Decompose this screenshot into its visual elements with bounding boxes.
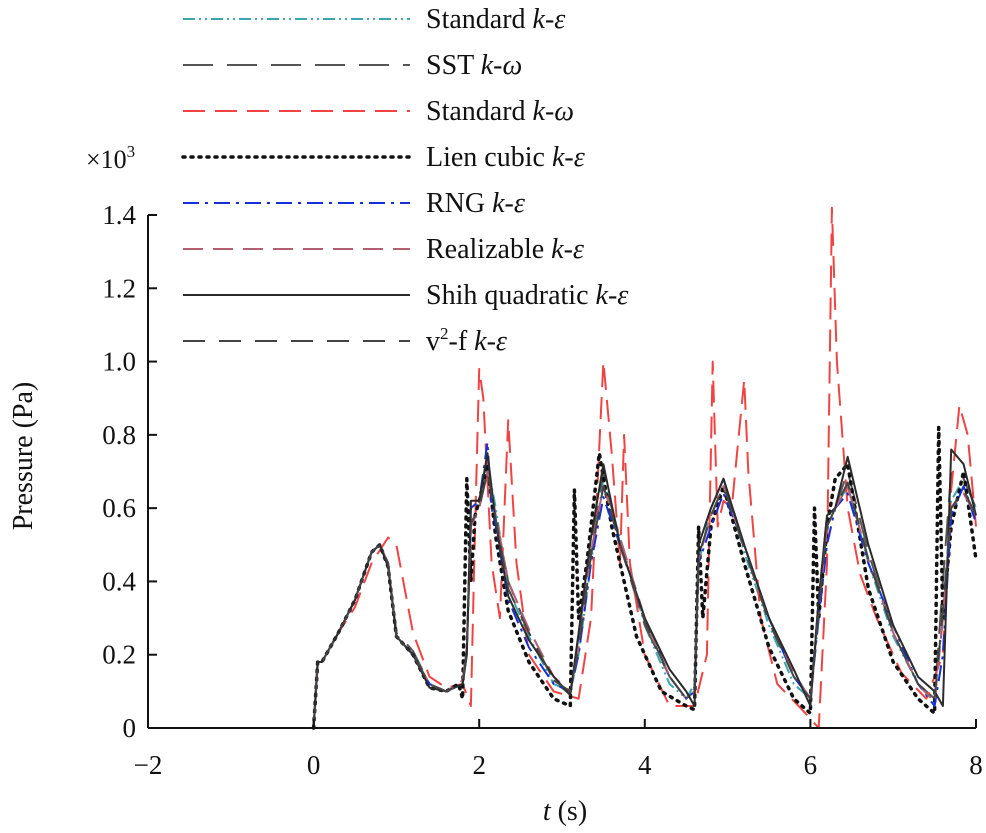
x-axis-unit: (s) bbox=[558, 796, 588, 827]
x-axis-title: t (s) bbox=[543, 796, 587, 827]
y-tick-label: 1.2 bbox=[102, 273, 136, 303]
x-tick-label: −2 bbox=[134, 750, 163, 780]
y-tick-label: 1.4 bbox=[102, 200, 136, 230]
y-tick-label: 0 bbox=[123, 713, 137, 743]
y-axis-title: Pressure (Pa) bbox=[8, 382, 39, 531]
series-line-5 bbox=[312, 470, 977, 729]
legend-label-1: SST k-ω bbox=[426, 50, 522, 81]
y-ticks: 0 0.2 0.4 0.6 0.8 1.0 1.2 1.4 bbox=[102, 200, 157, 743]
legend: Standard k-ε SST k-ω Standard k-ω Lien cubi… bbox=[181, 4, 628, 357]
x-axis-variable: t bbox=[543, 796, 552, 827]
x-ticks: −2 0 2 4 6 8 bbox=[134, 719, 983, 780]
series-line-0 bbox=[312, 463, 977, 729]
series-line-7 bbox=[312, 470, 977, 729]
legend-label-3: Lien cubic k-ε bbox=[426, 142, 585, 173]
y-tick-label: 0.8 bbox=[102, 420, 136, 450]
legend-label-0: Standard k-ε bbox=[426, 4, 565, 35]
y-tick-label: 0.2 bbox=[102, 640, 136, 670]
legend-label-5: Realizable k-ε bbox=[426, 234, 584, 265]
x-tick-label: 4 bbox=[638, 750, 652, 780]
x-tick-label: 0 bbox=[307, 750, 321, 780]
x-tick-label: 8 bbox=[969, 750, 983, 780]
x-tick-label: 2 bbox=[472, 750, 486, 780]
y-tick-label: 0.6 bbox=[102, 493, 136, 523]
legend-label-6: Shih quadratic k-ε bbox=[426, 280, 628, 311]
legend-label-7: v2-f k-ε bbox=[426, 324, 507, 357]
y-scale-multiplier: ×103 bbox=[86, 142, 135, 174]
y-tick-label: 1.0 bbox=[102, 347, 136, 377]
y-tick-label: 0.4 bbox=[102, 566, 136, 596]
series-line-2 bbox=[312, 206, 977, 729]
legend-label-4: RNG k-ε bbox=[426, 188, 525, 219]
y-scale-exponent: 3 bbox=[127, 142, 136, 161]
series-layer bbox=[311, 206, 978, 730]
y-scale-base: ×10 bbox=[86, 145, 127, 174]
legend-label-2: Standard k-ω bbox=[426, 96, 574, 127]
series-line-1 bbox=[312, 470, 977, 729]
x-tick-label: 6 bbox=[804, 750, 818, 780]
plot-area: 0 0.2 0.4 0.6 0.8 1.0 1.2 1.4 −2 0 2 4 6 8 bbox=[102, 200, 983, 780]
